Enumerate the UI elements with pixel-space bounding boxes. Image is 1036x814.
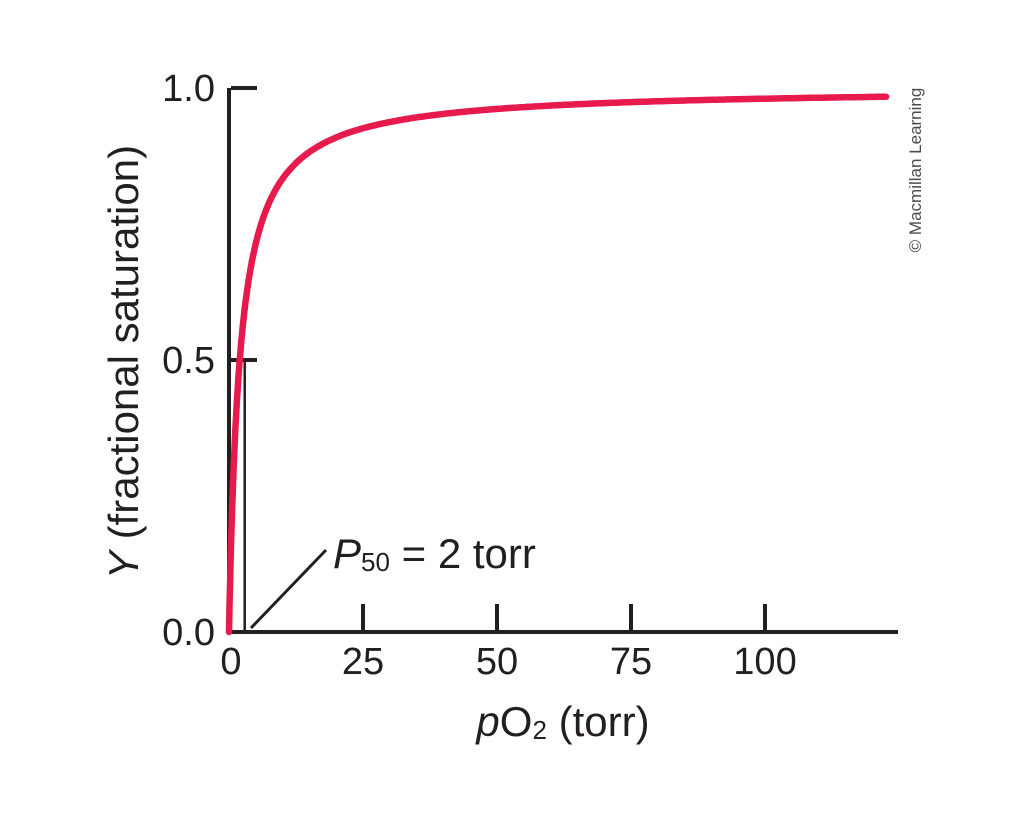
y-axis-label-text: (fractional saturation) [100,144,147,552]
x-axis-label-prefix: p [476,698,500,745]
x-tick-label: 25 [342,641,384,683]
x-axis-label-subscript: 2 [532,715,547,746]
y-tick-label: 1.0 [162,68,215,110]
x-axis-label: pO2 (torr) [363,698,763,746]
p50-annotation-value: = 2 torr [389,530,536,577]
x-tick-label: 50 [476,641,518,683]
x-axis-label-base: O [499,698,533,745]
x-tick-label: 100 [733,641,796,683]
x-tick-label: 75 [610,641,652,683]
p50-annotation: P50 = 2 torr [333,530,536,578]
x-axis-label-suffix: (torr) [546,698,650,745]
y-axis-label-symbol: Y [100,551,147,580]
y-axis-label: Y (fractional saturation) [100,112,150,612]
p50-annotation-symbol: P [333,530,362,577]
y-tick-label: 0.0 [162,612,215,654]
copyright-credit: © Macmillan Learning [906,87,925,253]
y-tick-label: 0.5 [162,340,215,382]
x-tick-label: 0 [220,641,241,683]
p50-annotation-subscript: 50 [361,547,390,578]
saturation-curve [225,93,890,636]
p50-pointer-line [249,548,328,630]
